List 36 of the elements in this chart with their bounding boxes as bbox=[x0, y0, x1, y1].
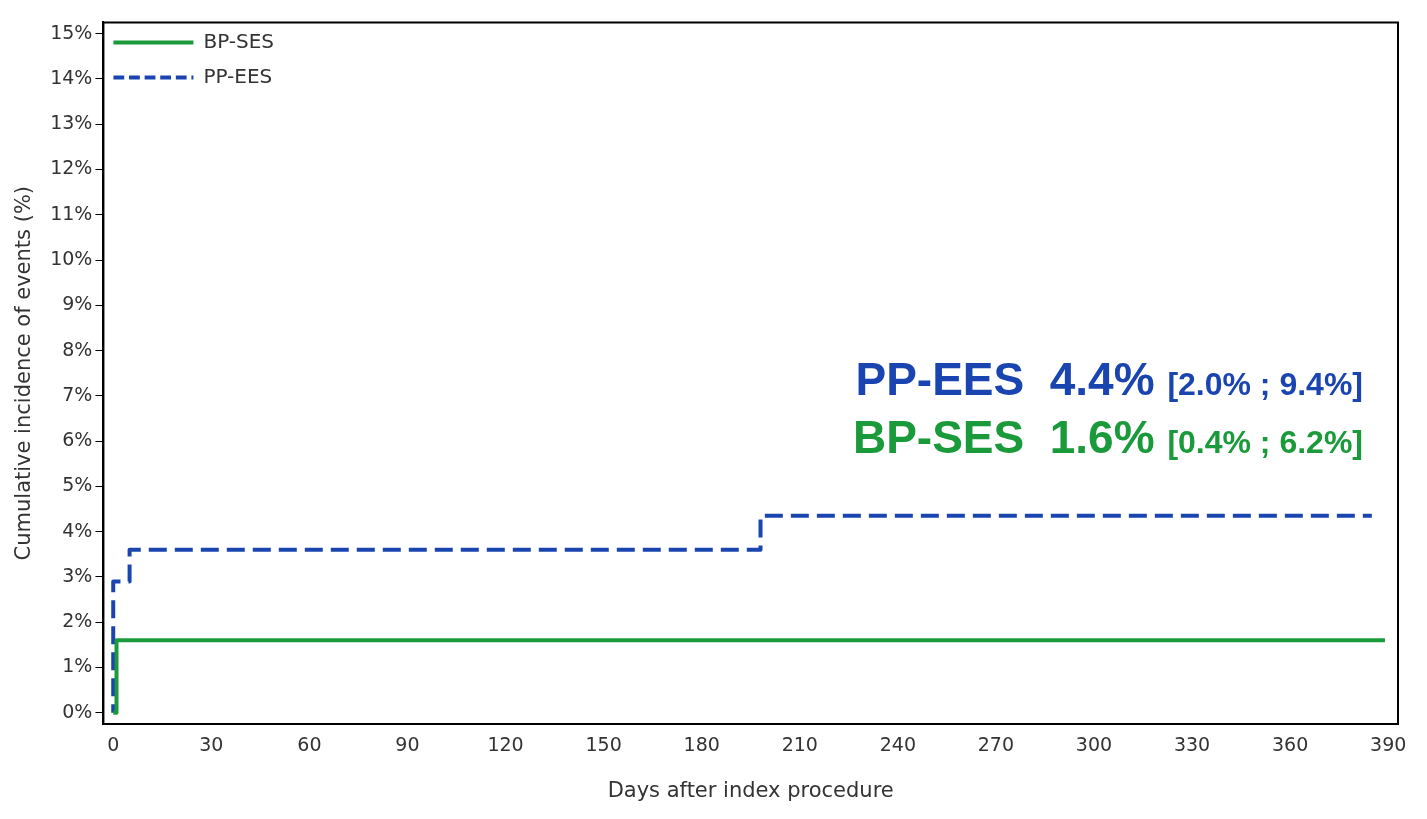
x-tick-label: 330 bbox=[1173, 733, 1211, 756]
x-axis-title: Days after index procedure bbox=[607, 777, 894, 802]
x-tick-label: 30 bbox=[199, 733, 224, 756]
legend-label: PP-EES bbox=[203, 63, 273, 88]
y-tick-label: 11% bbox=[50, 201, 93, 224]
annotation: BP-SES 1.6% [0.4% ; 6.2%] bbox=[852, 411, 1363, 464]
y-tick-label: 4% bbox=[62, 518, 93, 541]
y-tick-label: 14% bbox=[50, 65, 93, 88]
legend-label: BP-SES bbox=[203, 28, 275, 53]
annotation: PP-EES 4.4% [2.0% ; 9.4%] bbox=[855, 353, 1363, 406]
x-tick-label: 120 bbox=[487, 733, 524, 756]
y-tick-label: 15% bbox=[50, 20, 93, 43]
x-tick-label: 360 bbox=[1271, 733, 1309, 756]
y-tick-label: 5% bbox=[62, 473, 93, 496]
x-tick-label: 0 bbox=[107, 733, 120, 756]
y-tick-label: 9% bbox=[62, 292, 93, 315]
y-tick-label: 12% bbox=[50, 156, 93, 179]
x-tick-label: 180 bbox=[683, 733, 720, 756]
y-tick-label: 8% bbox=[62, 337, 93, 360]
x-tick-label: 90 bbox=[395, 733, 420, 756]
y-tick-label: 1% bbox=[62, 654, 93, 677]
x-tick-label: 390 bbox=[1370, 733, 1407, 756]
y-tick-label: 0% bbox=[62, 699, 93, 722]
y-axis-title: Cumulative incidence of events (%) bbox=[11, 185, 36, 561]
y-tick-label: 10% bbox=[50, 246, 93, 269]
x-tick-label: 300 bbox=[1075, 733, 1113, 756]
x-tick-label: 240 bbox=[879, 733, 916, 756]
x-tick-label: 150 bbox=[585, 733, 622, 756]
x-tick-label: 270 bbox=[977, 733, 1015, 756]
y-tick-label: 7% bbox=[62, 382, 93, 405]
y-tick-label: 6% bbox=[62, 428, 93, 451]
x-tick-label: 210 bbox=[781, 733, 818, 756]
x-tick-label: 60 bbox=[297, 733, 322, 756]
y-tick-label: 13% bbox=[50, 111, 93, 134]
y-tick-label: 3% bbox=[62, 563, 93, 586]
y-tick-label: 2% bbox=[62, 609, 93, 632]
